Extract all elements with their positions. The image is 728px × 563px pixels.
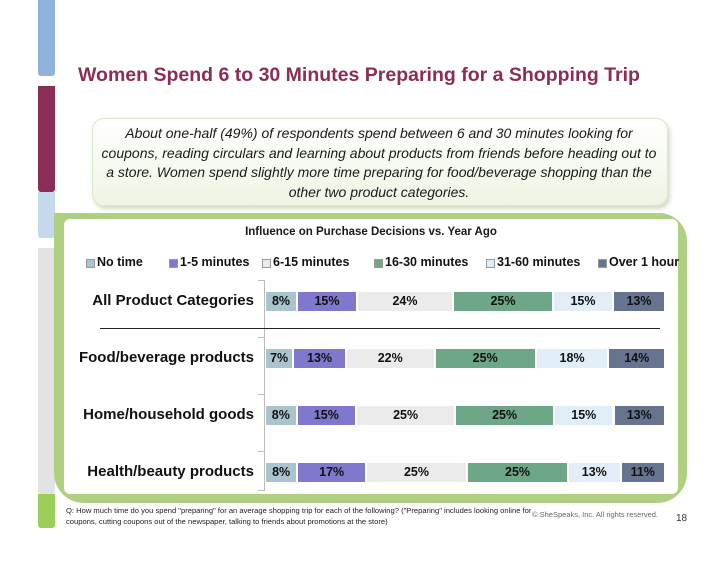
bar-segment: 15% [553,291,613,312]
axis-tick [258,394,264,395]
bar-segment: 13% [568,462,621,483]
bar-segment: 11% [620,462,665,483]
bar-segment: 22% [345,348,435,369]
side-bar-grey [38,248,55,494]
bar-segment: 13% [293,348,346,369]
bar-segment: 25% [366,462,467,483]
summary-text: About one-half (49%) of respondents spen… [101,125,657,200]
legend-label: No time [97,255,143,269]
bar-segment: 17% [297,462,366,483]
category-label: All Product Categories [92,292,254,309]
bar-segment: 25% [453,291,553,312]
category-label: Home/household goods [83,406,254,423]
legend-label: 1-5 minutes [180,255,250,269]
side-bar-blue-lower [38,192,55,238]
legend-swatch [486,259,495,268]
bar-segment: 13% [613,291,665,312]
bar-segment: 8% [265,291,297,312]
bar-segment: 14% [608,348,665,369]
survey-question-footnote: Q: How much time do you spend "preparing… [66,506,532,526]
side-bar-green [38,494,55,528]
bar-segment: 15% [554,405,614,426]
chart-legend: No time 1-5 minutes 6-15 minutes 16-30 minu… [86,255,686,271]
legend-swatch [374,259,383,268]
legend-label: 16-30 minutes [385,255,469,269]
axis-tick [258,451,264,452]
legend-swatch [86,259,95,268]
bar-segment: 8% [265,405,297,426]
bar-segment: 24% [357,291,453,312]
category-label: Health/beauty products [87,463,254,480]
legend-label: 31-60 minutes [497,255,581,269]
bar-segment: 25% [434,348,536,369]
slide-title: Women Spend 6 to 30 Minutes Preparing fo… [78,64,640,86]
separator-line [100,328,660,329]
page-number: 18 [676,513,688,524]
bar-segment: 25% [455,405,555,426]
side-bar-blue [38,0,55,76]
bar-segment: 7% [265,348,294,369]
category-label: Food/beverage products [78,349,254,366]
bar-segment: 18% [535,348,609,369]
axis-tick [258,337,264,338]
category-axis [264,280,265,491]
legend-swatch [262,259,271,268]
legend-label: Over 1 hour [609,255,680,269]
side-bar-maroon [38,86,55,192]
bar-segment: 15% [297,291,357,312]
summary-box [92,118,668,206]
chart-title: Influence on Purchase Decisions vs. Year… [245,226,497,238]
legend-swatch [169,259,178,268]
bar-segment: 25% [356,405,456,426]
legend-swatch [598,259,607,268]
axis-tick [258,280,264,281]
axis-tick [258,490,264,491]
legend-label: 6-15 minutes [273,255,350,269]
bar-segment: 25% [467,462,569,483]
copyright-notice: © SheSpeaks, Inc. All rights reserved. [532,510,659,519]
bar-segment: 13% [613,405,665,426]
bar-segment: 15% [296,405,357,426]
bar-segment: 8% [265,462,298,483]
